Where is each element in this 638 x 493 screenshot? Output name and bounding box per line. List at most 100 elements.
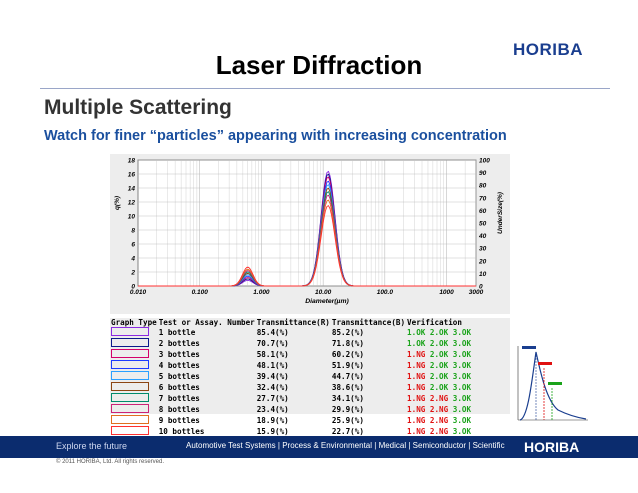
footer-nav-semiconductor[interactable]: Semiconductor xyxy=(412,441,467,450)
transmittance-b: 44.7(%) xyxy=(331,372,364,381)
table-header-cell: Verification xyxy=(407,318,462,327)
graph-type-swatch-cell xyxy=(110,382,158,393)
graph-type-swatch-cell xyxy=(110,360,158,371)
verification-2: 2.OK xyxy=(429,361,453,370)
table-row[interactable]: 7 bottles 27.7(%) 34.1(%) 1.NG 2.NG 3.OK xyxy=(110,393,472,404)
verification-1: 1.NG xyxy=(407,383,430,392)
graph-type-swatch-cell xyxy=(110,426,158,437)
sample-label: 6 bottles xyxy=(158,383,200,392)
transmittance-b: 25.9(%) xyxy=(331,416,364,425)
verification-3: 3.OK xyxy=(452,339,472,348)
table-header-cell: Transmittance(B) xyxy=(331,318,406,327)
graph-type-swatch-cell xyxy=(110,371,158,382)
transmittance-r: 15.9(%) xyxy=(256,427,289,436)
footer-nav-medical[interactable]: Medical xyxy=(378,441,407,450)
graph-type-swatch-cell xyxy=(110,349,158,360)
transmittance-b: 85.2(%) xyxy=(331,328,364,337)
x-tick-label: 1000 xyxy=(439,289,454,296)
table-row[interactable]: 10 bottles 15.9(%) 22.7(%) 1.NG 2.NG 3.OK xyxy=(110,426,472,437)
table-row[interactable]: 3 bottles 58.1(%) 60.2(%) 1.NG 2.OK 3.OK xyxy=(110,349,472,360)
graph-type-swatch xyxy=(111,371,149,380)
graph-type-swatch xyxy=(111,382,149,391)
x-tick-label: 0.010 xyxy=(130,289,147,296)
verification-1: 1.OK xyxy=(407,339,430,348)
verification: 1.NG 2.NG 3.OK xyxy=(406,393,472,404)
transmittance-r: 18.9(%) xyxy=(256,416,289,425)
transmittance-r: 85.4(%) xyxy=(256,328,289,337)
transmittance-r: 23.4(%) xyxy=(256,405,289,414)
dilution-inset-graphic xyxy=(517,346,588,421)
sample-label: 9 bottles xyxy=(158,416,200,425)
y-tick-label-right: 30 xyxy=(479,246,487,253)
transmittance-b: 29.9(%) xyxy=(331,405,364,414)
table-row[interactable]: 5 bottles 39.4(%) 44.7(%) 1.NG 2.OK 3.OK xyxy=(110,371,472,382)
transmittance-b: 38.6(%) xyxy=(331,383,364,392)
verification-2: 2.OK xyxy=(429,339,453,348)
verification-1: 1.NG xyxy=(407,405,430,414)
graph-type-swatch-cell xyxy=(110,393,158,404)
table-row[interactable]: 2 bottles 70.7(%) 71.8(%) 1.OK 2.OK 3.OK xyxy=(110,338,472,349)
y-tick-label-right: 60 xyxy=(479,208,487,215)
footer-nav: Automotive Test Systems | Process & Envi… xyxy=(186,441,505,450)
sample-label: 3 bottles xyxy=(158,350,200,359)
verification-2: 2.OK xyxy=(429,372,453,381)
verification-3: 3.OK xyxy=(452,361,472,370)
distribution-chart: 0 2 4 6 8 10 12 14 16 18 0 10 20 30 40 50 60 70 80 90 100 0.0… xyxy=(114,158,504,306)
sample-label: 4 bottles xyxy=(158,361,200,370)
footer-nav-scientific[interactable]: Scientific xyxy=(472,441,505,450)
graph-type-swatch xyxy=(111,338,149,347)
y-tick-label-left: 14 xyxy=(128,186,136,193)
results-table-panel: Graph Type Test or Assay. Number Transmitt… xyxy=(110,318,510,436)
lead-text: Watch for finer “particles” appearing wi… xyxy=(44,128,507,144)
graph-type-swatch xyxy=(111,393,149,402)
table-header-cell: Transmittance(R) xyxy=(256,318,330,327)
y-tick-label-right: 0 xyxy=(479,284,483,291)
table-row[interactable]: 4 bottles 48.1(%) 51.9(%) 1.NG 2.OK 3.OK xyxy=(110,360,472,371)
transmittance-r: 70.7(%) xyxy=(256,339,289,348)
verification-1: 1.NG xyxy=(407,394,430,403)
sample-label: 7 bottles xyxy=(158,394,200,403)
graph-type-swatch-cell xyxy=(110,404,158,415)
x-tick-label: 0.100 xyxy=(192,289,209,296)
verification-2: 2.OK xyxy=(429,383,453,392)
y-tick-label-left: 2 xyxy=(130,270,135,277)
verification-1: 1.OK xyxy=(407,328,430,337)
table-row[interactable]: 1 bottle 85.4(%) 85.2(%) 1.OK 2.OK 3.OK xyxy=(110,327,472,338)
graph-type-swatch-cell xyxy=(110,338,158,349)
y-tick-label-right: 100 xyxy=(479,158,490,165)
verification-1: 1.NG xyxy=(407,416,430,425)
graph-type-swatch-cell xyxy=(110,415,158,426)
table-row[interactable]: 8 bottles 23.4(%) 29.9(%) 1.NG 2.NG 3.OK xyxy=(110,404,472,415)
x-tick-label: 3000 xyxy=(469,289,484,296)
verification-3: 3.OK xyxy=(452,405,472,414)
y-tick-label-right: 90 xyxy=(479,170,487,177)
verification: 1.NG 2.NG 3.OK xyxy=(406,415,472,426)
sample-label: 5 bottles xyxy=(158,372,200,381)
table-row[interactable]: 9 bottles 18.9(%) 25.9(%) 1.NG 2.NG 3.OK xyxy=(110,415,472,426)
sample-label: 10 bottles xyxy=(158,427,205,436)
verification-2: 2.OK xyxy=(429,328,453,337)
footer-tagline: Explore the future xyxy=(56,441,128,451)
series-line-10 xyxy=(138,205,476,287)
footer-nav-automotive[interactable]: Automotive Test Systems xyxy=(186,441,276,450)
transmittance-b: 51.9(%) xyxy=(331,361,364,370)
table-row[interactable]: 6 bottles 32.4(%) 38.6(%) 1.NG 2.OK 3.OK xyxy=(110,382,472,393)
x-tick-label: 10.00 xyxy=(315,289,332,296)
verification-3: 3.OK xyxy=(452,350,472,359)
verification-1: 1.NG xyxy=(407,361,430,370)
transmittance-b: 71.8(%) xyxy=(331,339,364,348)
sample-label: 2 bottles xyxy=(158,339,200,348)
graph-type-swatch xyxy=(111,327,149,336)
y-tick-label-left: 8 xyxy=(131,228,135,235)
verification-2: 2.OK xyxy=(429,350,453,359)
transmittance-r: 48.1(%) xyxy=(256,361,289,370)
transmittance-b: 60.2(%) xyxy=(331,350,364,359)
y-tick-label-left: 4 xyxy=(130,256,135,263)
verification-3: 3.OK xyxy=(452,416,472,425)
footer-nav-process[interactable]: Process & Environmental xyxy=(282,441,373,450)
verification: 1.NG 2.OK 3.OK xyxy=(406,382,472,393)
y-tick-label-right: 70 xyxy=(479,195,487,202)
y-tick-label-right: 20 xyxy=(478,258,487,265)
results-table: Graph Type Test or Assay. Number Transmitt… xyxy=(110,318,472,437)
x-axis-label: Diameter(µm) xyxy=(305,298,349,305)
